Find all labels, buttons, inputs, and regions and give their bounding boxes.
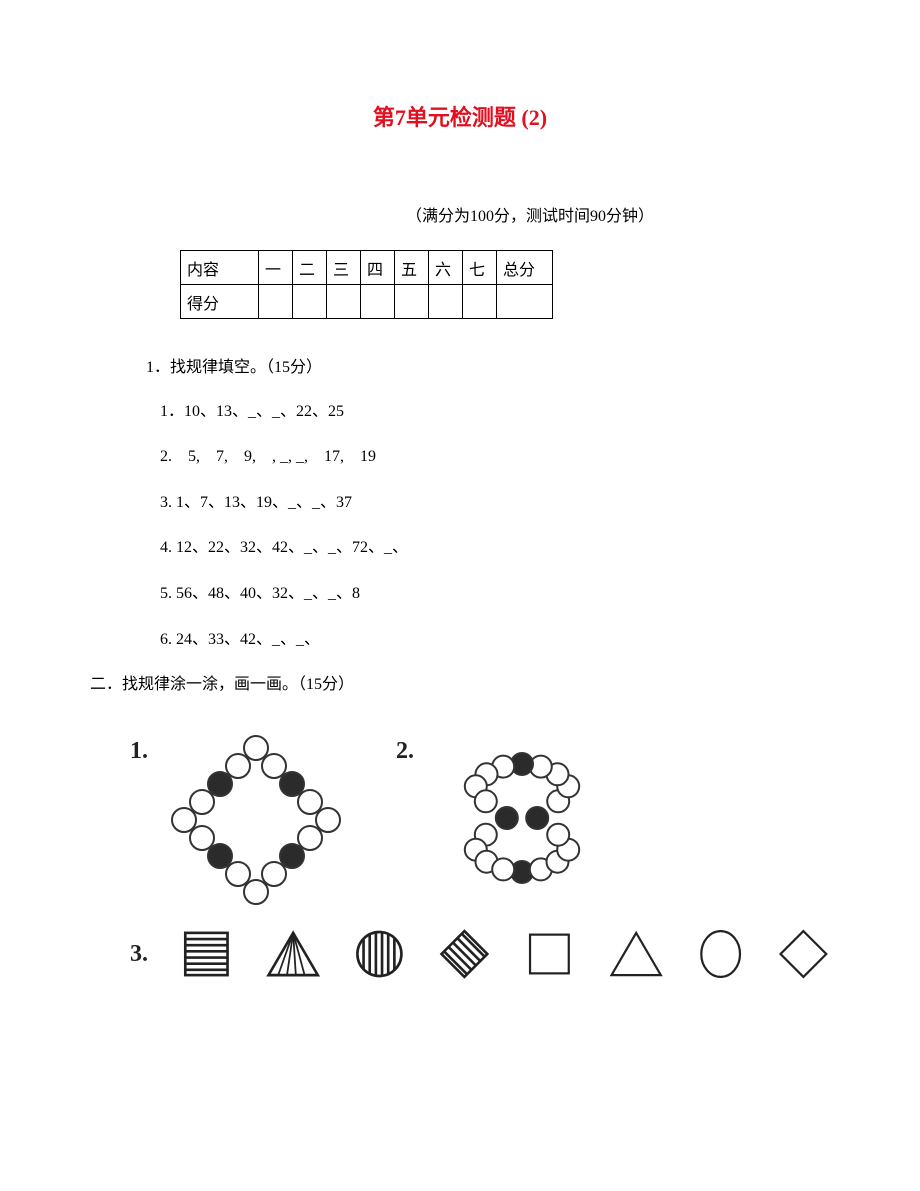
table-row: 得分 (181, 285, 553, 319)
figures-row-2: 3. (130, 924, 830, 984)
score-table: 内容 一 二 三 四 五 六 七 总分 得分 (180, 250, 553, 319)
exam-info: （满分为100分，测试时间90分钟） (90, 202, 830, 226)
score-cell (293, 285, 327, 319)
empty-square-icon (523, 924, 576, 984)
table-row: 内容 一 二 三 四 五 六 七 总分 (181, 251, 553, 285)
score-cell (327, 285, 361, 319)
figure-label-3: 3. (130, 935, 148, 973)
col-header: 一 (259, 251, 293, 285)
score-cell (361, 285, 395, 319)
figure-label-2: 2. (396, 728, 414, 770)
section1-heading: 1．找规律填空。（15分） (146, 355, 830, 381)
col-header: 四 (361, 251, 395, 285)
row-label-score: 得分 (181, 285, 259, 319)
bead-ring-2-icon (422, 728, 622, 908)
striped-diamond-icon (438, 924, 491, 984)
col-header-total: 总分 (497, 251, 553, 285)
q1-line: 2. 5, 7, 9, , _, _, 17, 19 (160, 444, 830, 470)
q1-line: 3. 1、7、13、19、_、_、37 (160, 490, 830, 516)
striped-square-icon (180, 924, 233, 984)
bead-ring-1-icon (156, 728, 356, 908)
col-header: 六 (429, 251, 463, 285)
score-cell (463, 285, 497, 319)
striped-circle-icon (353, 924, 406, 984)
score-cell (429, 285, 463, 319)
q1-line: 1．10、13、_、_、22、25 (160, 399, 830, 425)
q1-line: 5. 56、48、40、32、_、_、8 (160, 581, 830, 607)
figure-1: 1. (130, 728, 356, 908)
q1-line: 6. 24、33、42、_、_、 (160, 627, 830, 653)
score-cell-total (497, 285, 553, 319)
score-cell (395, 285, 429, 319)
figures-row-1: 1. 2. (130, 728, 830, 908)
row-label-content: 内容 (181, 251, 259, 285)
page-title: 第7单元检测题 (2) (90, 100, 830, 132)
empty-triangle-icon (608, 924, 664, 984)
section-2: 二．找规律涂一涂，画一画。（15分） 1. 2. 3. (90, 672, 830, 984)
figures-area: 1. 2. 3. (130, 728, 830, 984)
empty-diamond-icon (777, 924, 830, 984)
empty-oval-icon (696, 924, 745, 984)
score-table-container: 内容 一 二 三 四 五 六 七 总分 得分 (90, 250, 830, 319)
figure-label-1: 1. (130, 728, 148, 770)
col-header: 三 (327, 251, 361, 285)
col-header: 二 (293, 251, 327, 285)
q1-line: 4. 12、22、32、42、_、_、72、_、 (160, 535, 830, 561)
section-1: 1．找规律填空。（15分） 1．10、13、_、_、22、25 2. 5, 7,… (90, 355, 830, 652)
col-header: 五 (395, 251, 429, 285)
score-cell (259, 285, 293, 319)
section2-heading: 二．找规律涂一涂，画一画。（15分） (90, 672, 830, 698)
col-header: 七 (463, 251, 497, 285)
figure-2: 2. (396, 728, 622, 908)
striped-triangle-icon (265, 924, 321, 984)
